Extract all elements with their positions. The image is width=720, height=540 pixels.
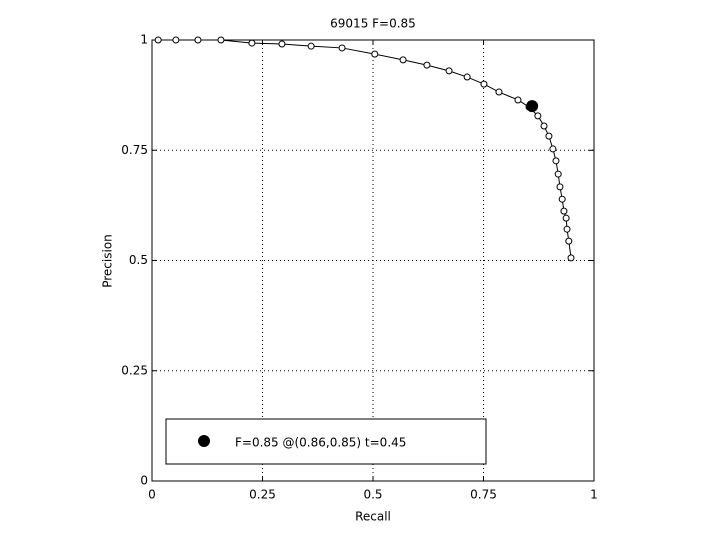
data-point	[307, 42, 315, 50]
y-axis-label: Precision	[101, 234, 115, 288]
x-tick-label: 0	[148, 488, 156, 502]
legend-box	[165, 418, 487, 465]
highlight-point	[526, 100, 539, 113]
data-point	[567, 254, 575, 262]
y-tick-label: 0.25	[121, 363, 148, 377]
y-tick-label: 1	[140, 33, 148, 47]
data-point	[558, 195, 566, 203]
data-point	[552, 157, 560, 165]
data-point	[399, 56, 407, 64]
data-point	[545, 132, 553, 140]
data-point	[554, 170, 562, 178]
data-point	[556, 183, 564, 191]
data-point	[338, 44, 346, 52]
data-point	[278, 40, 286, 48]
data-point	[194, 36, 202, 44]
y-tick-label: 0	[140, 474, 148, 488]
data-point	[563, 225, 571, 233]
data-point	[463, 73, 471, 81]
data-point	[495, 88, 503, 96]
data-point	[423, 61, 431, 69]
chart-title: 69015 F=0.85	[330, 17, 416, 31]
data-point	[248, 39, 256, 47]
data-point	[154, 36, 162, 44]
data-point	[540, 122, 548, 130]
x-axis-label: Recall	[355, 510, 391, 524]
y-tick-label: 0.75	[121, 143, 148, 157]
data-point	[217, 36, 225, 44]
x-tick-label: 0.75	[470, 488, 497, 502]
data-point	[172, 36, 180, 44]
data-point	[480, 80, 488, 88]
data-point	[534, 112, 542, 120]
data-point	[549, 145, 557, 153]
x-tick-label: 1	[590, 488, 598, 502]
data-point	[560, 207, 568, 215]
legend-marker	[198, 435, 210, 447]
data-point	[562, 214, 570, 222]
data-point	[565, 237, 573, 245]
data-point	[445, 67, 453, 75]
data-point	[371, 50, 379, 58]
y-tick-label: 0.5	[129, 253, 148, 267]
data-point	[514, 96, 522, 104]
x-tick-label: 0.5	[363, 488, 382, 502]
x-tick-label: 0.25	[249, 488, 276, 502]
plot-frame	[151, 39, 595, 482]
legend-label: F=0.85 @(0.86,0.85) t=0.45	[235, 436, 406, 450]
